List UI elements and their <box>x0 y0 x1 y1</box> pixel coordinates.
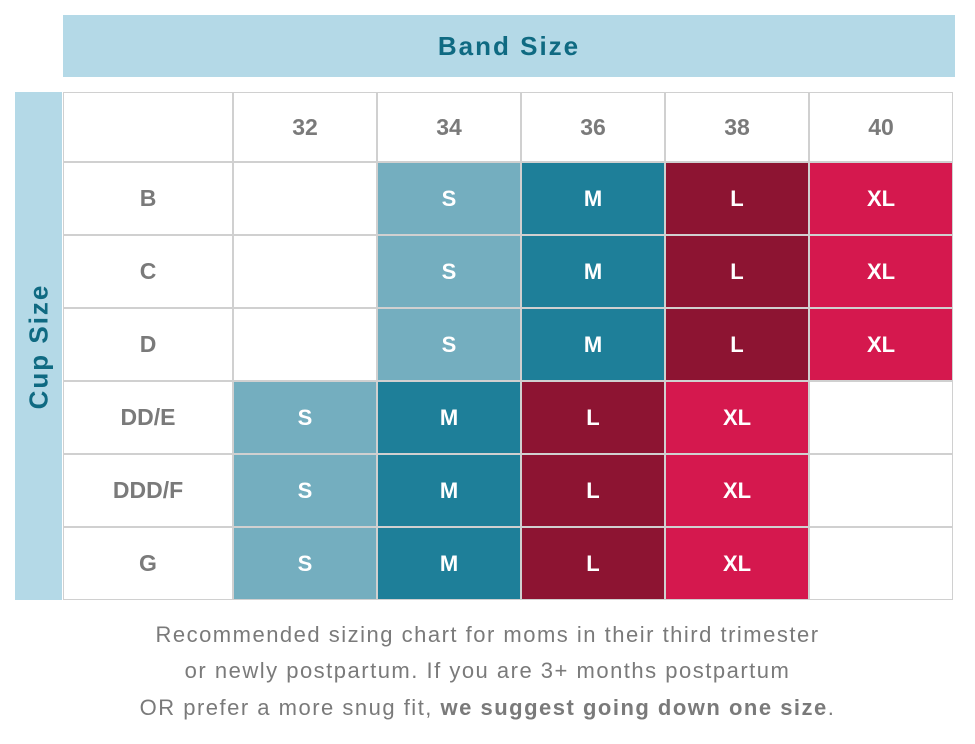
corner-cell <box>63 92 233 162</box>
size-cell: M <box>377 454 521 527</box>
band-size-label: Band Size <box>438 31 580 62</box>
row-header: G <box>63 527 233 600</box>
size-cell <box>809 454 953 527</box>
size-cell: L <box>521 381 665 454</box>
row-header: C <box>63 235 233 308</box>
col-header: 32 <box>233 92 377 162</box>
size-cell: S <box>233 381 377 454</box>
size-cell: XL <box>809 308 953 381</box>
row-header: D <box>63 308 233 381</box>
size-cell: M <box>521 162 665 235</box>
size-cell <box>809 527 953 600</box>
footer-line-3c: . <box>828 695 836 720</box>
size-cell: M <box>521 235 665 308</box>
cup-size-header: Cup Size <box>15 92 62 600</box>
cup-size-label: Cup Size <box>23 283 54 409</box>
footer-line-2: or newly postpartum. If you are 3+ month… <box>185 658 791 683</box>
size-cell: L <box>665 235 809 308</box>
size-cell: S <box>377 308 521 381</box>
size-cell: L <box>521 527 665 600</box>
size-cell: L <box>521 454 665 527</box>
footer-note: Recommended sizing chart for moms in the… <box>15 617 960 726</box>
footer-line-1: Recommended sizing chart for moms in the… <box>155 622 819 647</box>
size-cell <box>233 162 377 235</box>
size-cell: L <box>665 162 809 235</box>
size-cell: XL <box>665 454 809 527</box>
size-cell: L <box>665 308 809 381</box>
size-cell: M <box>377 381 521 454</box>
footer-line-3b: we suggest going down one size <box>441 695 828 720</box>
size-cell: M <box>377 527 521 600</box>
band-size-header: Band Size <box>63 15 955 77</box>
size-cell: XL <box>809 162 953 235</box>
col-header: 34 <box>377 92 521 162</box>
size-cell: S <box>377 162 521 235</box>
size-cell <box>233 235 377 308</box>
row-header: DD/E <box>63 381 233 454</box>
col-header: 38 <box>665 92 809 162</box>
size-cell: M <box>521 308 665 381</box>
row-header: DDD/F <box>63 454 233 527</box>
size-cell: XL <box>809 235 953 308</box>
row-header: B <box>63 162 233 235</box>
size-cell <box>809 381 953 454</box>
size-cell: S <box>233 527 377 600</box>
size-cell: XL <box>665 527 809 600</box>
size-cell: XL <box>665 381 809 454</box>
size-cell <box>233 308 377 381</box>
col-header: 36 <box>521 92 665 162</box>
size-cell: S <box>377 235 521 308</box>
size-cell: S <box>233 454 377 527</box>
footer-line-3a: OR prefer a more snug fit, <box>140 695 441 720</box>
col-header: 40 <box>809 92 953 162</box>
size-chart-grid: 3234363840BSMLXLCSMLXLDSMLXLDD/ESMLXLDDD… <box>63 92 955 600</box>
